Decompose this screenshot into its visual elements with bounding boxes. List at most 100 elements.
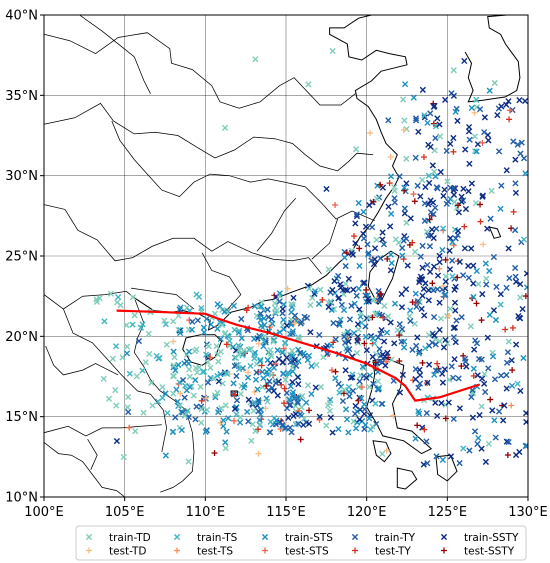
point-train-SSTY — [348, 249, 355, 257]
point-train-SSTY — [329, 286, 336, 294]
point-train-STS — [352, 425, 360, 432]
point-test-TY — [281, 400, 288, 407]
point-train-SSTY — [295, 381, 302, 388]
point-train-SSTY — [447, 453, 455, 460]
point-train-SSTY — [517, 387, 524, 395]
point-train-TS — [473, 96, 480, 103]
point-train-STS — [486, 267, 493, 275]
point-train-TD — [257, 356, 264, 363]
point-test-TY — [450, 148, 457, 155]
point-train-TD — [401, 117, 408, 124]
point-train-TS — [233, 411, 240, 418]
point-train-TY — [487, 215, 494, 222]
point-train-TD — [306, 285, 313, 292]
point-train-STS — [235, 329, 242, 336]
point-train-SSTY — [503, 167, 510, 174]
point-train-STS — [220, 417, 227, 424]
point-test-TD — [400, 126, 407, 133]
point-train-TY — [506, 275, 513, 282]
point-test-SSTY — [297, 436, 304, 443]
point-train-SSTY — [426, 361, 433, 368]
point-train-SSTY — [425, 201, 432, 208]
point-train-TS — [251, 351, 258, 359]
point-train-TD — [400, 96, 407, 103]
point-train-SSTY — [465, 123, 473, 131]
point-train-TY — [341, 339, 349, 347]
point-train-SSTY — [440, 344, 448, 351]
x-tick-label: 115°E — [266, 505, 306, 520]
point-train-SSTY — [446, 247, 453, 254]
point-train-TY — [279, 421, 286, 429]
point-train-TD — [373, 236, 380, 243]
point-train-STS — [280, 316, 287, 323]
legend-entry-train-TY: train-TY — [351, 532, 416, 544]
point-train-TY — [364, 241, 371, 248]
point-test-STS — [410, 191, 417, 198]
point-test-SSTY — [478, 317, 485, 324]
point-train-TD — [198, 406, 205, 413]
point-train-TY — [286, 424, 294, 431]
point-train-TD — [198, 419, 205, 426]
legend-label: test-TD — [109, 545, 147, 557]
point-train-TY — [370, 380, 377, 387]
point-train-SSTY — [305, 420, 313, 427]
point-train-TY — [268, 316, 275, 323]
point-train-STS — [244, 408, 251, 415]
point-train-SSTY — [425, 141, 432, 148]
point-train-TS — [367, 426, 374, 433]
point-train-TD — [309, 294, 316, 302]
point-train-TY — [340, 333, 348, 340]
point-train-SSTY — [402, 286, 410, 293]
point-train-TD — [272, 305, 279, 312]
point-train-SSTY — [417, 193, 424, 200]
point-train-SSTY — [425, 297, 432, 304]
point-train-STS — [185, 360, 192, 367]
point-test-TD — [440, 283, 447, 290]
point-train-TD — [451, 198, 458, 206]
point-train-STS — [257, 357, 264, 365]
point-train-STS — [345, 429, 352, 436]
point-test-TY — [461, 223, 468, 230]
point-train-TD — [289, 347, 296, 354]
point-train-TD — [447, 305, 454, 312]
point-train-TY — [361, 425, 368, 433]
point-train-SSTY — [327, 414, 334, 421]
point-train-TS — [182, 382, 189, 389]
point-train-SSTY — [434, 272, 442, 279]
point-train-SSTY — [451, 299, 459, 306]
point-train-TS — [358, 319, 365, 326]
point-train-TY — [399, 244, 406, 252]
point-train-TY — [233, 397, 241, 404]
point-train-TS — [372, 400, 379, 407]
point-train-SSTY — [463, 363, 470, 370]
point-train-SSTY — [516, 448, 523, 456]
legend-label: test-SSTY — [464, 545, 515, 557]
legend: train-TDtest-TDtrain-TStest-TStrain-STSt… — [75, 525, 527, 561]
point-train-TD — [288, 300, 295, 308]
point-train-SSTY — [479, 193, 486, 200]
point-train-TD — [469, 388, 476, 396]
point-train-SSTY — [424, 379, 431, 386]
point-train-TD — [175, 326, 182, 333]
point-train-STS — [343, 416, 351, 423]
point-train-TD — [148, 379, 155, 386]
point-train-TY — [432, 134, 439, 142]
point-train-TY — [396, 173, 403, 180]
point-train-SSTY — [350, 286, 357, 293]
point-train-TS — [285, 370, 293, 377]
point-test-SSTY — [509, 367, 516, 374]
point-train-STS — [216, 303, 224, 310]
point-train-SSTY — [468, 245, 475, 252]
point-train-SSTY — [461, 57, 468, 65]
point-test-SSTY — [458, 363, 465, 370]
point-train-STS — [244, 374, 252, 381]
point-train-STS — [366, 415, 373, 422]
point-test-TD — [245, 369, 252, 376]
point-train-TY — [433, 184, 440, 191]
point-train-STS — [264, 356, 271, 364]
point-train-TD — [113, 402, 120, 409]
legend-entry-train-SSTY: train-SSTY — [440, 532, 519, 544]
point-train-TS — [184, 407, 191, 414]
point-train-STS — [355, 285, 362, 292]
point-train-TD — [357, 310, 365, 317]
